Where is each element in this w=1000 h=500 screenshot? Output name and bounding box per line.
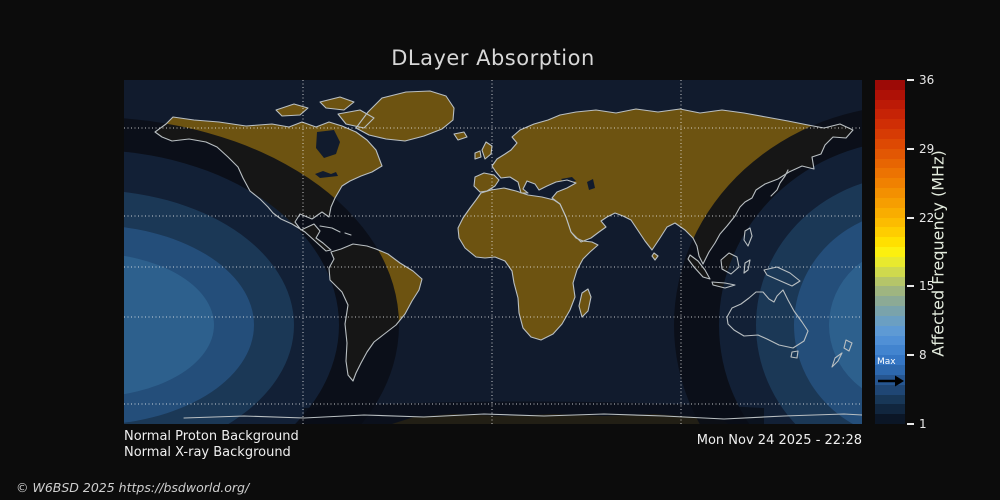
colorbar-ticks: 36 29 22 15 8 1 xyxy=(905,73,965,431)
colorbar-segment xyxy=(875,365,905,375)
timestamp: Mon Nov 24 2025 - 22:28 xyxy=(696,433,862,448)
max-marker-label: Max xyxy=(877,357,896,367)
colorbar-segment xyxy=(875,325,905,336)
caspian-sea xyxy=(587,179,595,190)
colorbar-segment xyxy=(875,129,905,139)
colorbar-segment xyxy=(875,148,905,159)
colorbar-segment xyxy=(875,414,905,424)
colorbar-segment xyxy=(875,158,905,169)
colorbar-tick-label: 8 xyxy=(919,348,927,363)
max-frequency-marker: Max xyxy=(875,357,905,393)
colorbar-segment xyxy=(875,217,905,228)
colorbar-segment xyxy=(875,266,905,277)
colorbar-segment xyxy=(875,315,905,326)
colorbar-segment xyxy=(875,276,905,287)
colorbar-axis-label: Affected Frequency (MHz) xyxy=(928,150,948,357)
coast-tasmania xyxy=(790,350,799,359)
hudson-bay xyxy=(316,130,340,158)
colorbar-segment xyxy=(875,89,905,100)
colorbar-segment xyxy=(875,345,905,356)
colorbar-segment xyxy=(875,178,905,189)
copyright: © W6BSD 2025 https://bsdworld.org/ xyxy=(16,480,250,495)
colorbar-segment xyxy=(875,404,905,415)
colorbar-tick-mark xyxy=(907,423,914,425)
colorbar-segment xyxy=(875,306,905,316)
great-lakes xyxy=(315,171,338,178)
colorbar-segment xyxy=(875,237,905,248)
colorbar-segment xyxy=(875,207,905,218)
world-absorption-map xyxy=(0,80,1000,500)
colorbar-tick-mark xyxy=(907,354,914,357)
proton-status: Normal Proton Background xyxy=(124,429,299,444)
xray-status: Normal X-ray Background xyxy=(124,445,291,460)
colorbar-segment xyxy=(875,286,905,297)
colorbar-segment xyxy=(875,109,905,120)
colorbar-tick-mark xyxy=(907,79,914,81)
colorbar-segment xyxy=(875,394,905,405)
colorbar-tick-mark xyxy=(907,285,914,288)
coast-hispaniola xyxy=(344,232,352,236)
background-status: Normal Proton Background Normal X-ray Ba… xyxy=(124,429,299,461)
coast-australia xyxy=(726,289,809,349)
colorbar-segment xyxy=(875,197,905,208)
coast-japan xyxy=(770,169,789,197)
colorbar-segment xyxy=(875,335,905,346)
colorbar-tick-label: 15 xyxy=(919,279,935,294)
coast-new-zealand-south xyxy=(831,352,843,368)
colorbar-segment xyxy=(875,188,905,198)
absorption-band-antarctic xyxy=(304,401,764,424)
colorbar-segment xyxy=(875,168,905,179)
colorbar-tick-label: 29 xyxy=(919,141,935,156)
colorbar-tick-mark xyxy=(907,147,914,150)
graticule xyxy=(124,80,862,424)
coast-antarctica xyxy=(183,413,863,420)
colorbar-tick-label: 36 xyxy=(919,73,935,87)
colorbar-segment xyxy=(875,355,905,366)
colorbar-tick-mark xyxy=(907,216,914,219)
colorbar-segment xyxy=(875,384,905,395)
colorbar-segment xyxy=(875,138,905,149)
colorbar-segment xyxy=(875,227,905,238)
colorbar-segment xyxy=(875,99,905,110)
colorbar-tick-label: 1 xyxy=(919,417,927,431)
colorbar-segment xyxy=(875,256,905,267)
coast-new-zealand-north xyxy=(843,339,853,352)
colorbar-segment xyxy=(875,247,905,257)
coast-cuba xyxy=(319,225,341,233)
page-title: DLayer Absorption xyxy=(391,46,595,70)
colorbar-segment xyxy=(875,119,905,130)
colorbar-segment xyxy=(875,80,905,90)
max-marker-arrow-icon xyxy=(878,375,904,387)
map-svg xyxy=(0,80,1000,500)
colorbar-segment xyxy=(875,296,905,307)
colorbar-tick-label: 22 xyxy=(919,210,935,225)
coastlines xyxy=(154,90,863,420)
